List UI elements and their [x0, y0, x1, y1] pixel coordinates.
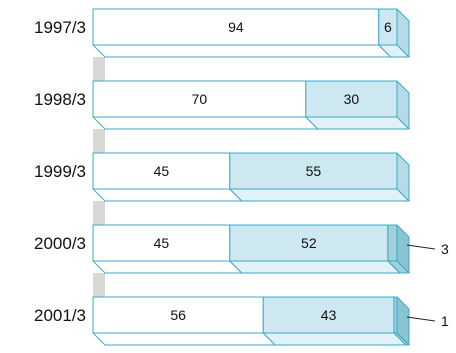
bar-side-2 — [396, 152, 410, 202]
callout-label-3: 3 — [441, 241, 449, 257]
bar-blue-bottom-2 — [229, 188, 410, 202]
data-label-4-0: 56 — [170, 307, 186, 323]
data-label-1-1: 30 — [344, 91, 360, 107]
bar-blue-bottom-1 — [305, 116, 410, 130]
bar-blue-bottom-3 — [229, 260, 401, 274]
bar-side-3 — [396, 224, 410, 274]
bar-blue-segment-3 — [229, 224, 389, 262]
bar-connector-2 — [93, 201, 105, 225]
bar-blue-segment-1 — [305, 80, 398, 118]
bar-connector-0 — [93, 57, 105, 81]
data-label-0-1: 6 — [384, 19, 392, 35]
category-label-3: 2000/3 — [34, 234, 86, 253]
bar-white-segment-3 — [92, 224, 231, 262]
bar-blue-segment-2 — [229, 152, 398, 190]
bar-white-bottom-3 — [92, 260, 243, 274]
bar-blue-segment-4 — [262, 296, 395, 334]
bar-white-bottom-2 — [92, 188, 243, 202]
bar-side-4 — [396, 296, 410, 346]
data-label-2-0: 45 — [154, 163, 170, 179]
callout-line-4 — [406, 316, 436, 322]
data-label-0-0: 94 — [228, 19, 244, 35]
category-label-0: 1997/3 — [34, 18, 86, 37]
callout-line-3 — [406, 244, 436, 250]
bar-white-segment-4 — [92, 296, 264, 334]
data-label-1-0: 70 — [192, 91, 208, 107]
bar-connector-3 — [93, 273, 105, 297]
data-label-2-1: 55 — [306, 163, 322, 179]
data-label-4-1: 43 — [321, 307, 337, 323]
callout-label-4: 1 — [441, 313, 449, 329]
bar-blue-bottom-4 — [262, 332, 407, 346]
bar-side-1 — [396, 80, 410, 130]
bar-white-bottom-1 — [92, 116, 319, 130]
bar-teal-segment-3 — [387, 224, 398, 262]
category-label-2: 1999/3 — [34, 162, 86, 181]
bar-side-0 — [396, 8, 410, 58]
data-label-3-1: 52 — [301, 235, 317, 251]
bar-connector-1 — [93, 129, 105, 153]
bar-white-bottom-4 — [92, 332, 276, 346]
bar-white-segment-1 — [92, 80, 307, 118]
category-label-1: 1998/3 — [34, 90, 86, 109]
bar-white-segment-0 — [92, 8, 380, 46]
bar-white-bottom-0 — [92, 44, 392, 58]
data-label-3-0: 45 — [154, 235, 170, 251]
category-label-4: 2001/3 — [34, 306, 86, 325]
bar-white-segment-2 — [92, 152, 231, 190]
